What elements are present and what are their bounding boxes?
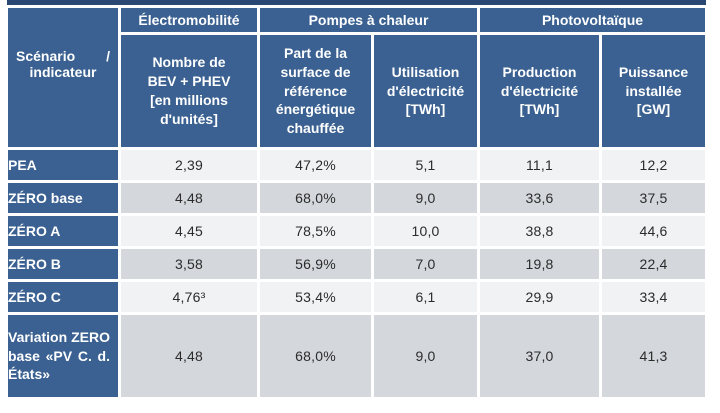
cell-variation-puissance: 41,3 <box>602 315 705 397</box>
cell-zero-c-production: 29,9 <box>480 282 599 312</box>
cell-zero-a-bev: 4,45 <box>121 216 257 246</box>
row-header-pea: PEA <box>8 150 118 180</box>
row-header-zero-base: ZÉRO base <box>8 183 118 213</box>
group-header-photovoltaique: Photovoltaïque <box>480 8 705 32</box>
group-header-electromobilite: Électromobilité <box>121 8 257 32</box>
cell-zero-a-surface: 78,5% <box>260 216 371 246</box>
cell-variation-utilisation: 9,0 <box>374 315 477 397</box>
corner-slash: / <box>106 47 110 64</box>
cell-pea-production: 11,1 <box>480 150 599 180</box>
corner-header-cell: Scénario / indicateur <box>8 8 118 147</box>
cell-variation-bev: 4,48 <box>121 315 257 397</box>
cell-zero-c-puissance: 33,4 <box>602 282 705 312</box>
cell-pea-surface: 47,2% <box>260 150 371 180</box>
scenario-indicator-table: Scénario / indicateur Électromobilité Po… <box>5 5 708 400</box>
group-header-pompes-a-chaleur: Pompes à chaleur <box>260 8 477 32</box>
cell-zero-base-surface: 68,0% <box>260 183 371 213</box>
cell-zero-base-utilisation: 9,0 <box>374 183 477 213</box>
cell-pea-puissance: 12,2 <box>602 150 705 180</box>
column-header-utilisation-electricite: Utilisation d'électricité [TWh] <box>374 35 477 147</box>
cell-zero-c-surface: 53,4% <box>260 282 371 312</box>
cell-zero-base-puissance: 37,5 <box>602 183 705 213</box>
cell-zero-b-utilisation: 7,0 <box>374 249 477 279</box>
table-row-zero-a: ZÉRO A 4,45 78,5% 10,0 38,8 44,6 <box>8 216 705 246</box>
cell-zero-a-puissance: 44,6 <box>602 216 705 246</box>
table-row-zero-b: ZÉRO B 3,58 56,9% 7,0 19,8 22,4 <box>8 249 705 279</box>
cell-zero-base-production: 33,6 <box>480 183 599 213</box>
cell-zero-a-utilisation: 10,0 <box>374 216 477 246</box>
top-border-strip <box>7 0 706 5</box>
cell-zero-c-utilisation: 6,1 <box>374 282 477 312</box>
corner-header-text: Scénario / indicateur <box>8 48 118 80</box>
table-row-pea: PEA 2,39 47,2% 5,1 11,1 12,2 <box>8 150 705 180</box>
row-header-zero-c: ZÉRO C <box>8 282 118 312</box>
cell-zero-b-production: 19,8 <box>480 249 599 279</box>
cell-pea-bev: 2,39 <box>121 150 257 180</box>
table-row-variation-zero-base: Variation ZERO base «PV C. d. États» 4,4… <box>8 315 705 397</box>
cell-zero-c-bev: 4,76³ <box>121 282 257 312</box>
column-header-production-electricite: Production d'électricité [TWh] <box>480 35 599 147</box>
cell-zero-b-surface: 56,9% <box>260 249 371 279</box>
column-header-bev-phev: Nombre de BEV + PHEV [en millions d'unit… <box>121 35 257 147</box>
column-header-surface-chauffee: Part de la surface de référence énergéti… <box>260 35 371 147</box>
corner-word-scenario: Scénario <box>16 47 76 64</box>
cell-variation-surface: 68,0% <box>260 315 371 397</box>
table-row-zero-base: ZÉRO base 4,48 68,0% 9,0 33,6 37,5 <box>8 183 705 213</box>
row-header-variation-zero-base: Variation ZERO base «PV C. d. États» <box>8 315 118 397</box>
column-header-puissance-installee: Puissance installée [GW] <box>602 35 705 147</box>
table-row-zero-c: ZÉRO C 4,76³ 53,4% 6,1 29,9 33,4 <box>8 282 705 312</box>
corner-word-indicateur: indicateur <box>29 63 97 80</box>
row-header-zero-a: ZÉRO A <box>8 216 118 246</box>
cell-zero-a-production: 38,8 <box>480 216 599 246</box>
cell-zero-b-bev: 3,58 <box>121 249 257 279</box>
cell-pea-utilisation: 5,1 <box>374 150 477 180</box>
cell-zero-b-puissance: 22,4 <box>602 249 705 279</box>
row-header-zero-b: ZÉRO B <box>8 249 118 279</box>
cell-variation-production: 37,0 <box>480 315 599 397</box>
cell-zero-base-bev: 4,48 <box>121 183 257 213</box>
